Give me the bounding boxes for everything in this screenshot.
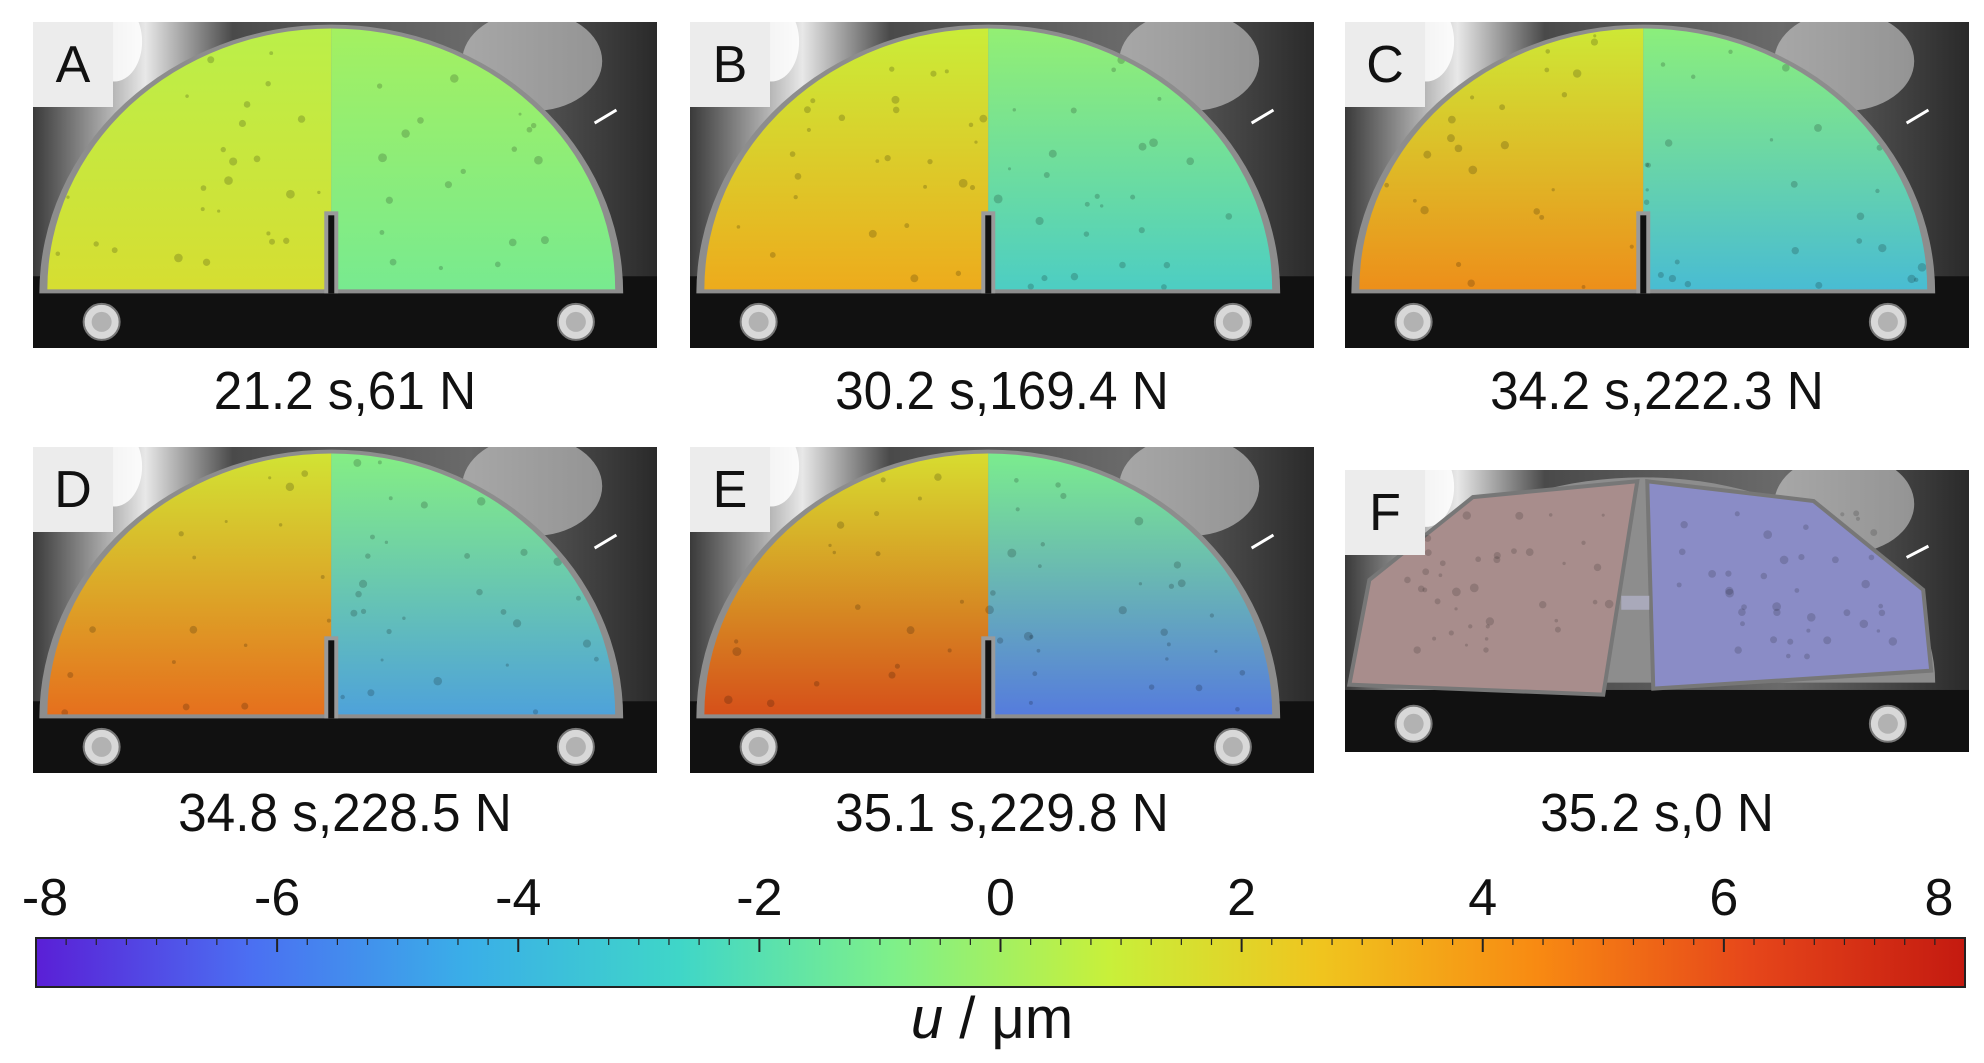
panel-c-image <box>1345 22 1969 348</box>
panel-b-letter: B <box>690 22 770 107</box>
panel-a-letter: A <box>33 22 113 107</box>
panel-c-caption: 34.2 s,222.3 N <box>1490 361 1824 421</box>
panel-f-caption: 35.2 s,0 N <box>1540 783 1774 843</box>
panel-c: C <box>1345 22 1969 348</box>
panel-a-image <box>33 22 657 348</box>
panel-d: D <box>33 447 657 773</box>
colorbar-tick-label: 2 <box>1227 869 1257 927</box>
colorbar-unit: / μm <box>943 986 1074 1051</box>
colorbar-tick-label: 6 <box>1709 869 1739 927</box>
colorbar-tick-label: -8 <box>21 869 69 927</box>
panel-d-letter: D <box>33 447 113 532</box>
colorbar-tick-label: -2 <box>736 869 783 927</box>
colorbar-tick-label: -4 <box>495 869 542 927</box>
panel-c-letter: C <box>1345 22 1425 107</box>
colorbar-tick-label: 0 <box>986 869 1015 927</box>
panel-f-image <box>1345 470 1969 752</box>
panel-e: E <box>690 447 1314 773</box>
panel-e-caption: 35.1 s,229.8 N <box>835 783 1169 843</box>
colorbar-tick-label: 4 <box>1468 869 1498 927</box>
panel-f: F <box>1345 470 1969 752</box>
colorbar-title: u / μm <box>880 985 1104 1052</box>
panel-e-image <box>690 447 1314 773</box>
panel-a-caption: 21.2 s,61 N <box>213 361 477 421</box>
panel-b: B <box>690 22 1314 348</box>
colorbar-variable: u <box>910 986 944 1051</box>
colorbar-tick-label: 8 <box>1924 869 1954 927</box>
panel-b-image <box>690 22 1314 348</box>
panel-d-image <box>33 447 657 773</box>
panel-f-letter: F <box>1345 470 1425 555</box>
panel-e-letter: E <box>690 447 770 532</box>
panel-d-caption: 34.8 s,228.5 N <box>178 783 512 843</box>
panel-a: A <box>33 22 657 348</box>
panel-b-caption: 30.2 s,169.4 N <box>835 361 1169 421</box>
colorbar-tick-label: -6 <box>254 869 301 927</box>
